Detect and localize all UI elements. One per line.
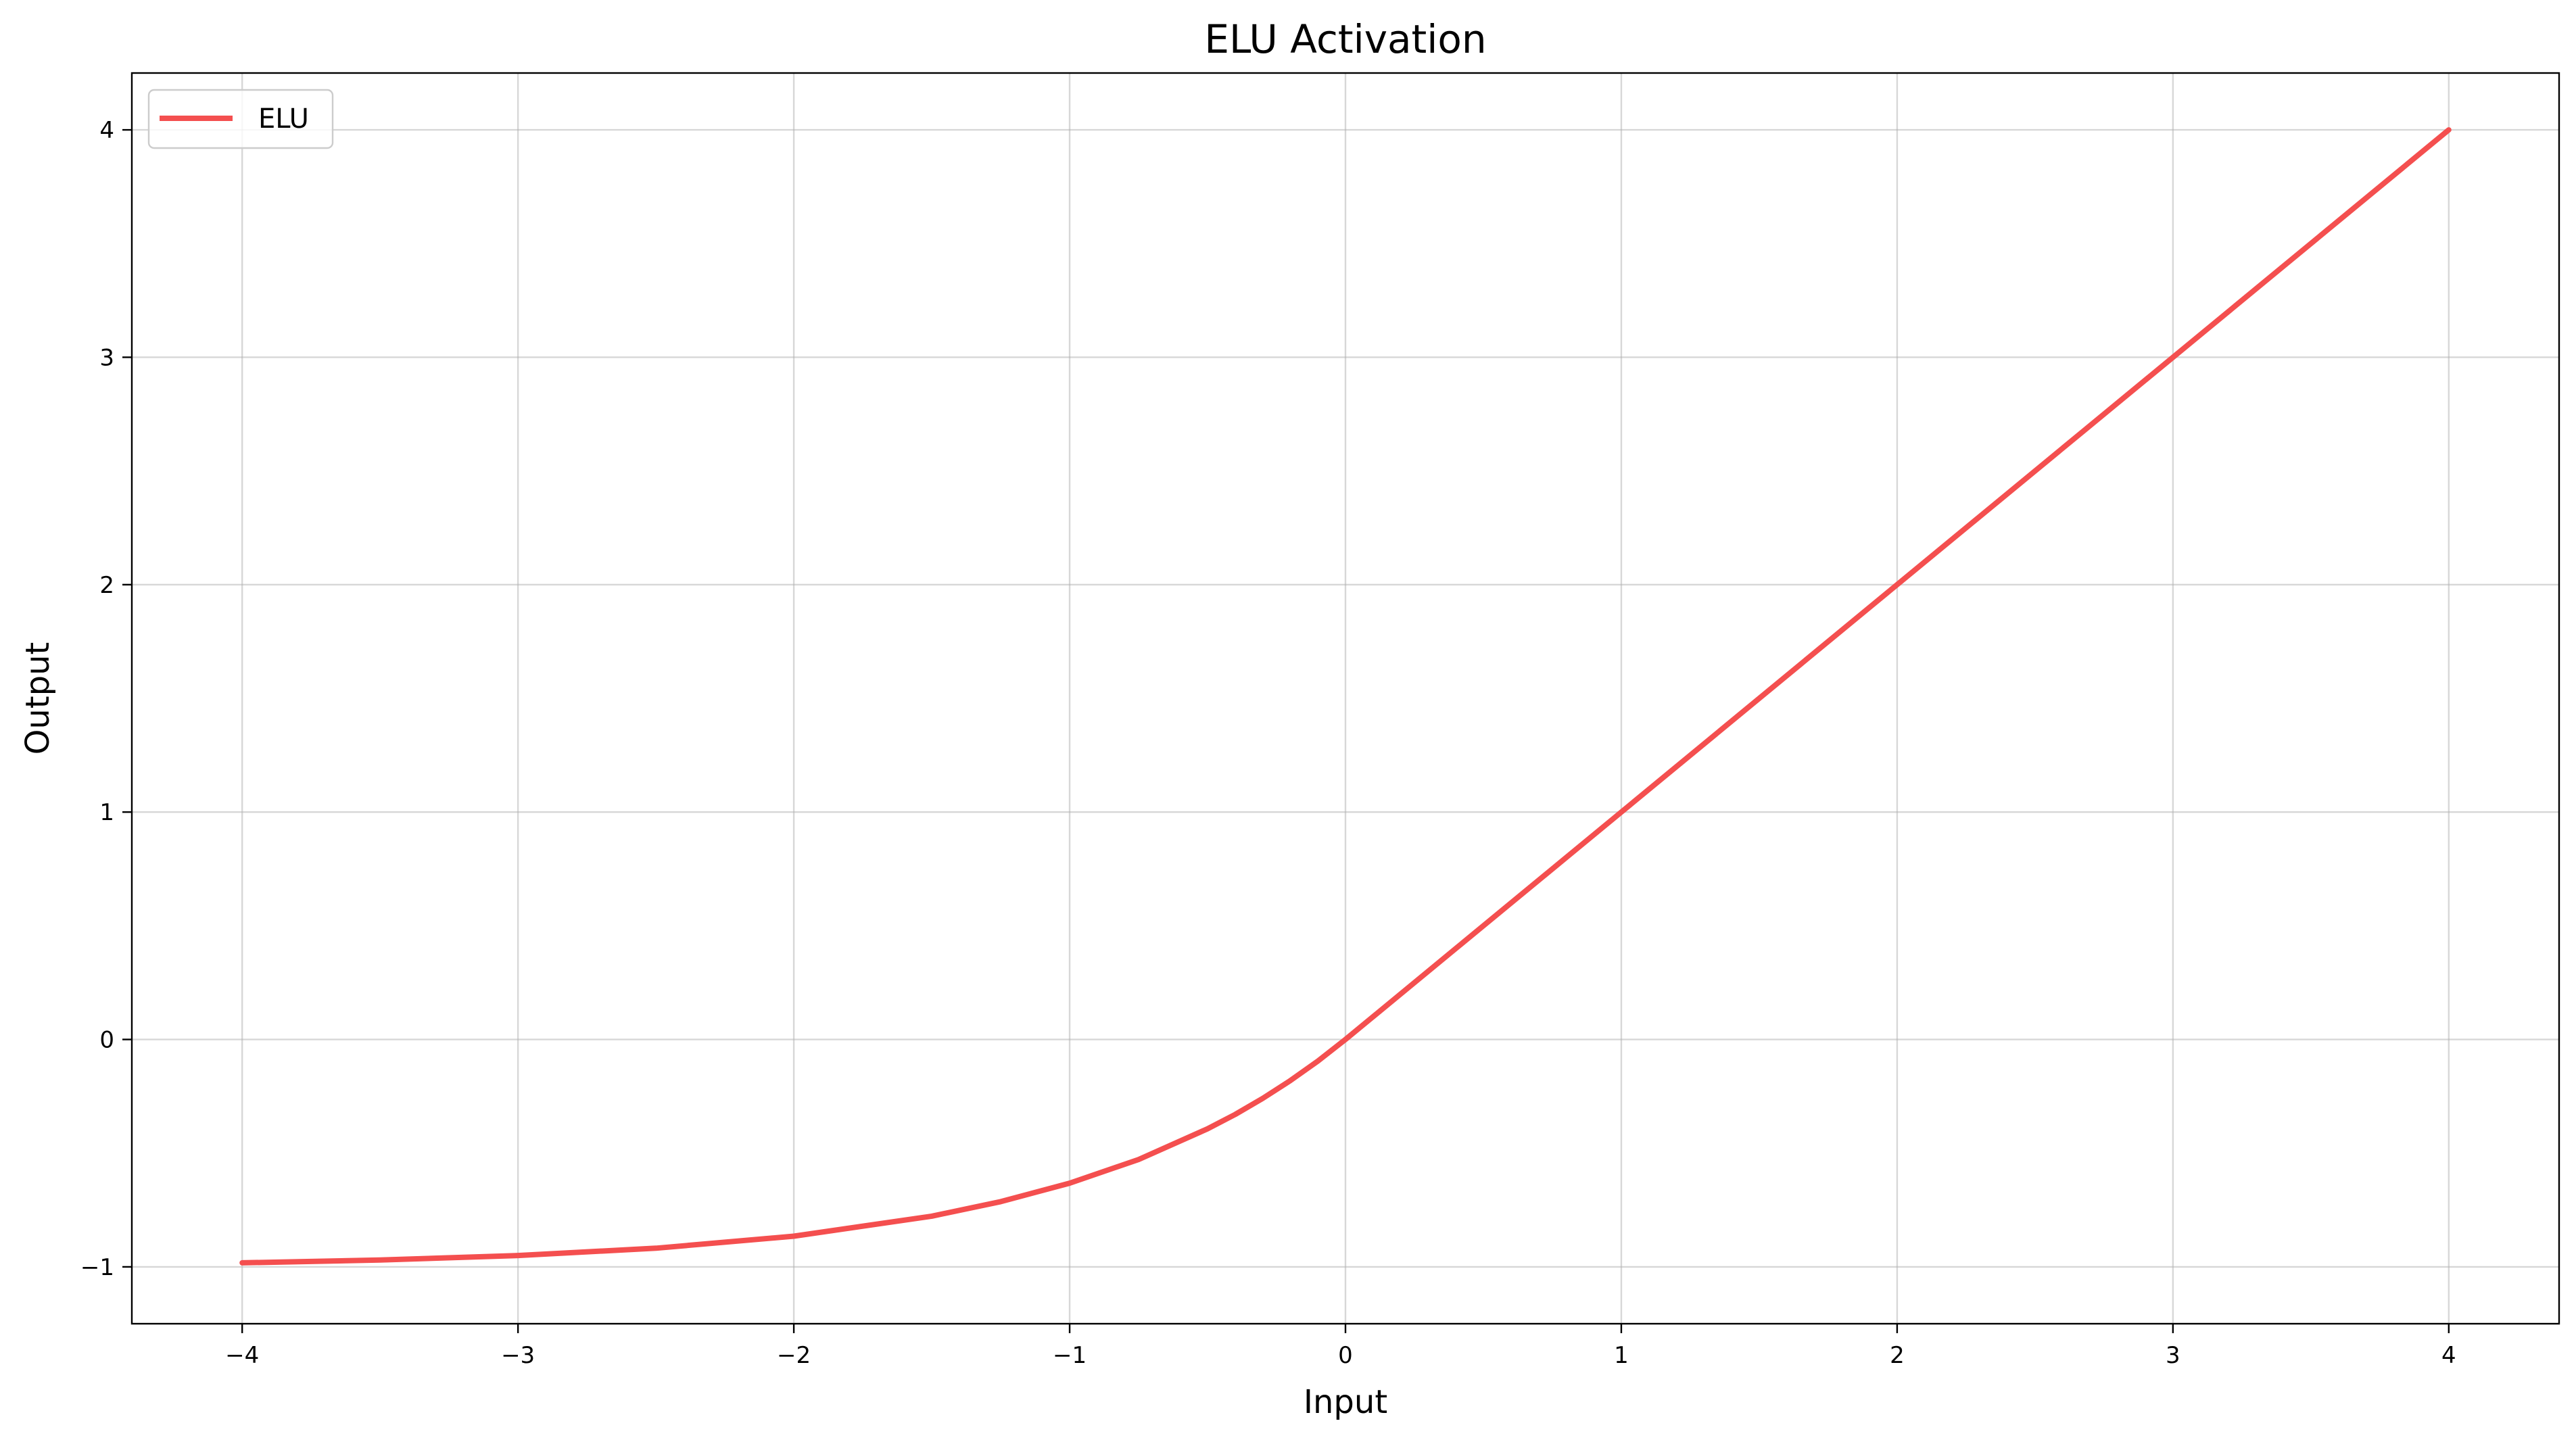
x-tick-label: −4 bbox=[225, 1342, 259, 1369]
y-axis-label: Output bbox=[19, 642, 57, 755]
y-tick-label: 1 bbox=[99, 799, 114, 826]
y-tick-label: 4 bbox=[99, 117, 114, 144]
series-layer bbox=[239, 127, 2452, 1266]
legend-label-elu: ELU bbox=[258, 103, 309, 135]
axis-ticks: −4 −3 −2 −1 0 1 2 3 4 −1 0 1 2 3 4 bbox=[80, 117, 2456, 1369]
legend: ELU bbox=[147, 89, 334, 149]
x-tick-label: 0 bbox=[1338, 1342, 1353, 1369]
x-tick-label: 3 bbox=[2166, 1342, 2180, 1369]
y-tick-label: 0 bbox=[99, 1027, 114, 1054]
chart-title: ELU Activation bbox=[1204, 16, 1486, 62]
grid bbox=[132, 73, 2559, 1324]
y-tick-label: 3 bbox=[99, 344, 114, 371]
series-line-elu bbox=[239, 127, 2452, 1266]
y-tick-label: −1 bbox=[80, 1254, 114, 1281]
x-tick-label: −3 bbox=[501, 1342, 535, 1369]
y-tick-label: 2 bbox=[99, 572, 114, 599]
x-tick-label: 1 bbox=[1614, 1342, 1629, 1369]
x-tick-label: 4 bbox=[2441, 1342, 2456, 1369]
legend-box bbox=[147, 89, 334, 149]
x-tick-label: −1 bbox=[1053, 1342, 1087, 1369]
x-axis-label: Input bbox=[1304, 1383, 1387, 1421]
x-tick-label: 2 bbox=[1890, 1342, 1905, 1369]
x-tick-label: −2 bbox=[777, 1342, 811, 1369]
